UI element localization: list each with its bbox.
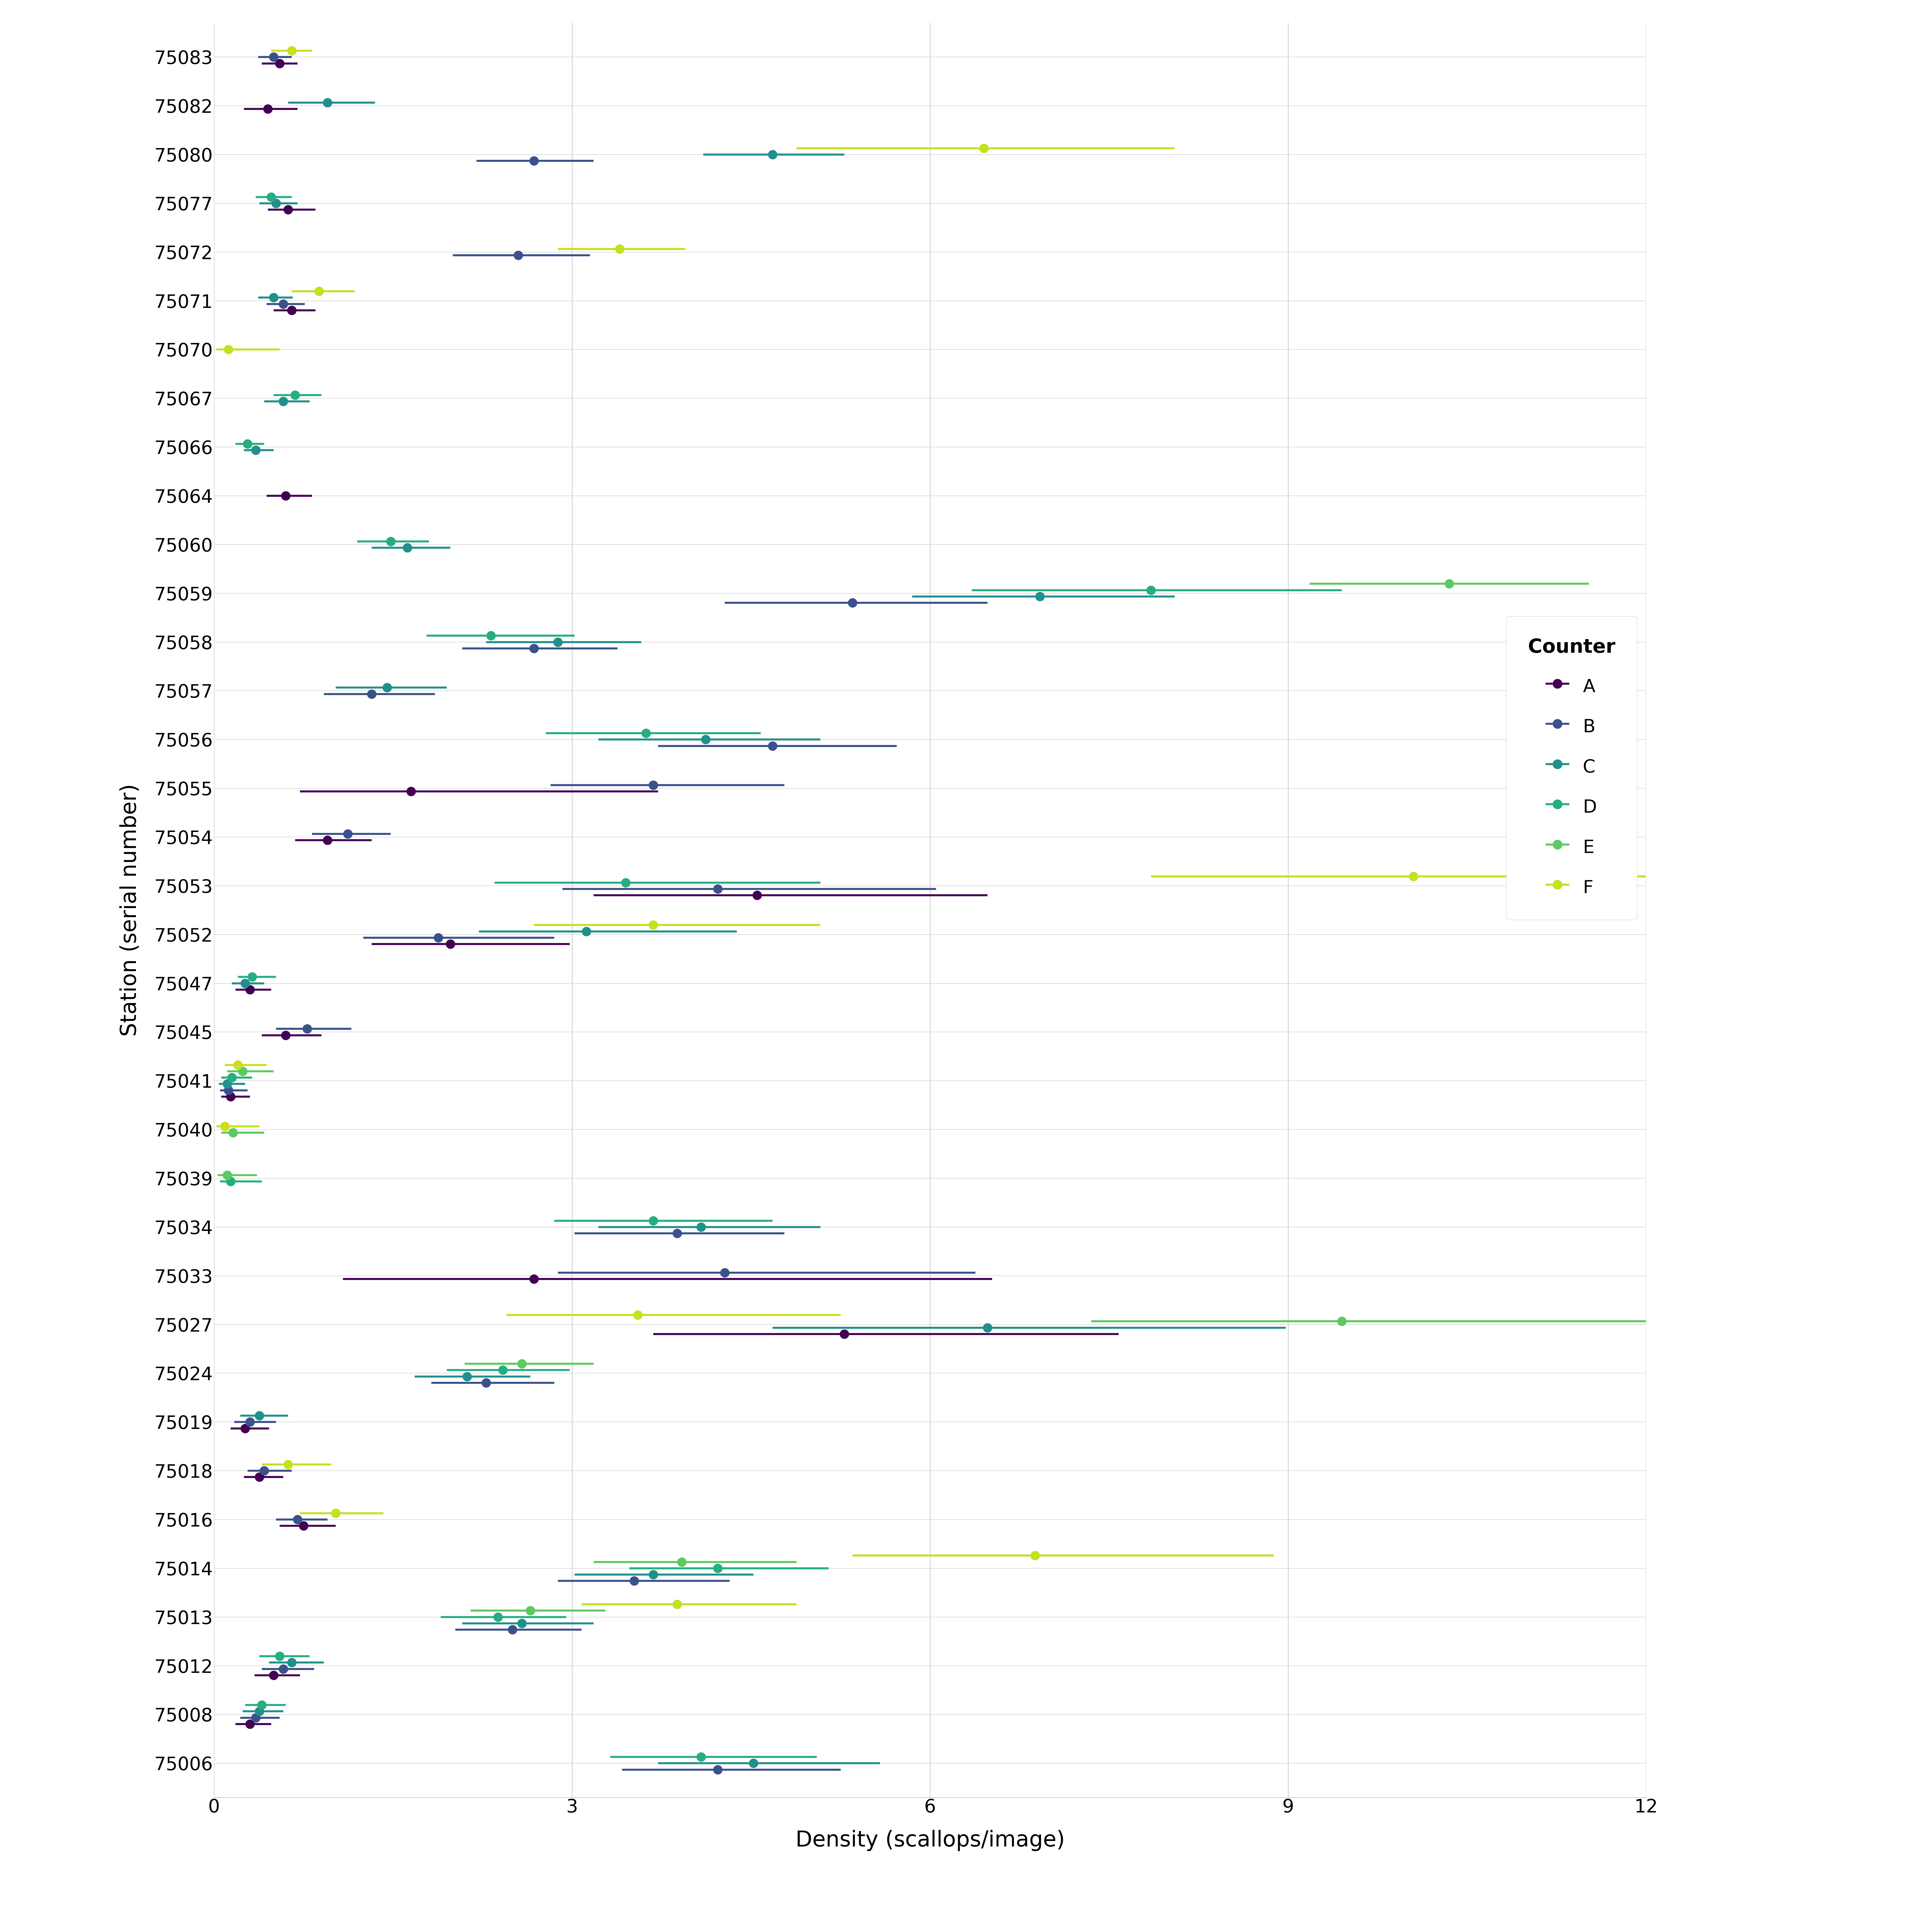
Y-axis label: Station (serial number): Station (serial number) — [120, 784, 141, 1036]
Legend: A, B, C, D, E, F: A, B, C, D, E, F — [1507, 616, 1636, 920]
X-axis label: Density (scallops/image): Density (scallops/image) — [796, 1830, 1065, 1851]
